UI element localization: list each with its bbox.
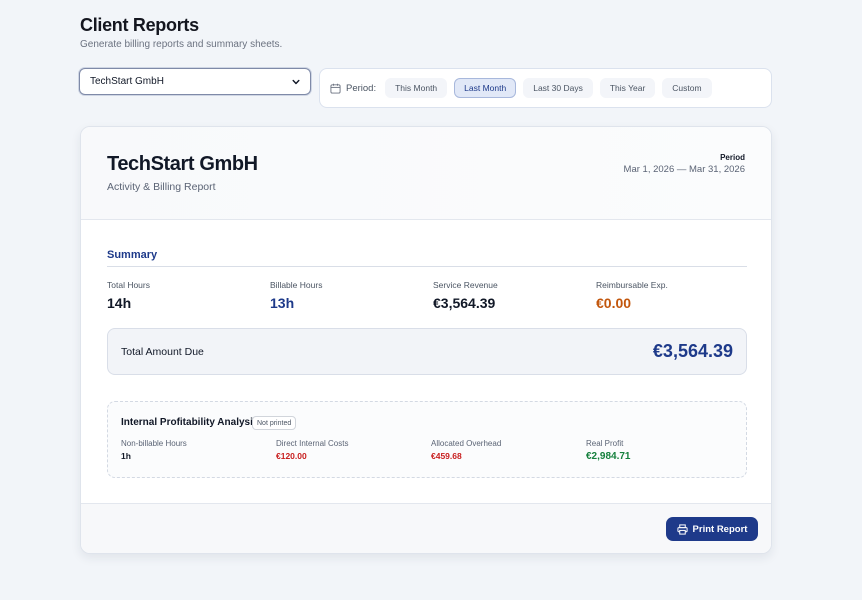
internal-profitability-panel: Internal Profitability Analysis Not prin… (107, 401, 747, 478)
print-report-label: Print Report (692, 523, 748, 535)
period-range: Mar 1, 2026 — Mar 31, 2026 (623, 164, 745, 175)
stat-value: 13h (270, 295, 295, 311)
period-caption: Period (720, 153, 745, 162)
period-option-custom[interactable]: Custom (662, 78, 712, 98)
print-report-button[interactable]: Print Report (666, 517, 758, 541)
chevron-down-icon (292, 79, 300, 84)
internal-stat-label: Allocated Overhead (431, 439, 502, 448)
period-option-last-month[interactable]: Last Month (454, 78, 517, 98)
stat-value: €3,564.39 (433, 295, 496, 311)
total-amount-due: Total Amount Due €3,564.39 (107, 328, 747, 375)
report-type: Activity & Billing Report (107, 181, 216, 193)
internal-stat-value: €459.68 (431, 451, 462, 461)
report-footer: Print Report (81, 503, 771, 553)
period-option-last-30-days[interactable]: Last 30 Days (523, 78, 593, 98)
stat-label: Service Revenue (433, 280, 498, 290)
client-select-value: TechStart GmbH (90, 76, 164, 87)
internal-stat-value: 1h (121, 451, 131, 461)
stat-reimbursable-expenses: Reimbursable Exp. €0.00 (596, 280, 668, 311)
internal-stat-label: Non-billable Hours (121, 439, 187, 448)
stat-billable-hours: Billable Hours 13h (270, 280, 322, 311)
stat-label: Total Hours (107, 280, 150, 290)
stat-label: Reimbursable Exp. (596, 280, 668, 290)
period-label: Period: (346, 82, 377, 94)
summary-divider (107, 266, 747, 267)
internal-stat-nonbillable-hours: Non-billable Hours 1h (121, 439, 187, 461)
period-filter-bar: Period: This Month Last Month Last 30 Da… (319, 68, 772, 108)
period-option-this-year[interactable]: This Year (599, 78, 656, 98)
page-title: Client Reports (80, 15, 199, 35)
internal-stat-allocated-overhead: Allocated Overhead €459.68 (431, 439, 501, 461)
internal-title: Internal Profitability Analysis (121, 417, 259, 428)
internal-stat-label: Direct Internal Costs (276, 439, 349, 448)
calendar-icon (330, 83, 341, 94)
client-select[interactable]: TechStart GmbH (79, 68, 311, 95)
stat-label: Billable Hours (270, 280, 323, 290)
total-value: €3,564.39 (652, 341, 733, 361)
total-label: Total Amount Due (121, 345, 204, 358)
summary-title: Summary (107, 249, 158, 261)
page-subtitle: Generate billing reports and summary she… (80, 39, 283, 50)
stat-total-hours: Total Hours 14h (107, 280, 150, 311)
period-option-this-month[interactable]: This Month (385, 78, 448, 98)
stat-value: €0.00 (596, 295, 632, 311)
not-printed-badge: Not printed (252, 416, 297, 430)
internal-stat-label: Real Profit (586, 439, 624, 448)
internal-stat-real-profit: Real Profit €2,984.71 (586, 439, 631, 462)
internal-stat-value: €2,984.71 (586, 451, 631, 462)
report-header: TechStart GmbH Activity & Billing Report… (81, 127, 771, 220)
report-client-name: TechStart GmbH (107, 153, 258, 175)
stat-value: 14h (107, 295, 132, 311)
stat-service-revenue: Service Revenue €3,564.39 (433, 280, 498, 311)
printer-icon (676, 523, 688, 535)
report-card: TechStart GmbH Activity & Billing Report… (80, 126, 772, 554)
internal-stat-value: €120.00 (276, 451, 307, 461)
internal-stat-direct-costs: Direct Internal Costs €120.00 (276, 439, 348, 461)
